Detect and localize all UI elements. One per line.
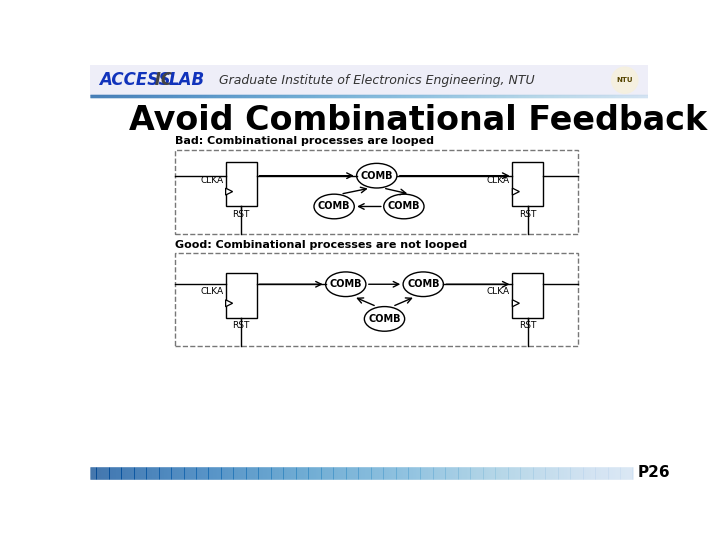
Text: COMB: COMB xyxy=(361,171,393,181)
Ellipse shape xyxy=(356,164,397,188)
Text: RST: RST xyxy=(233,210,250,219)
Text: Bad: Combinational processes are looped: Bad: Combinational processes are looped xyxy=(175,136,434,146)
Text: COMB: COMB xyxy=(387,201,420,212)
Polygon shape xyxy=(225,188,233,195)
Text: Good: Combinational processes are not looped: Good: Combinational processes are not lo… xyxy=(175,240,467,249)
Text: Avoid Combinational Feedback: Avoid Combinational Feedback xyxy=(129,104,707,137)
Text: COMB: COMB xyxy=(368,314,401,324)
Ellipse shape xyxy=(314,194,354,219)
Polygon shape xyxy=(513,300,519,307)
Text: RST: RST xyxy=(519,321,536,330)
Text: RST: RST xyxy=(519,210,536,219)
Text: COMB: COMB xyxy=(330,279,362,289)
Bar xyxy=(90,65,648,96)
Bar xyxy=(175,150,578,234)
Ellipse shape xyxy=(325,272,366,296)
Text: RST: RST xyxy=(233,321,250,330)
Ellipse shape xyxy=(364,307,405,331)
Text: CLKA: CLKA xyxy=(487,287,510,296)
Circle shape xyxy=(611,67,638,93)
Bar xyxy=(225,162,256,206)
Bar xyxy=(513,162,544,206)
Text: COMB: COMB xyxy=(407,279,439,289)
Text: P26: P26 xyxy=(637,465,670,481)
Text: CLKA: CLKA xyxy=(200,176,223,185)
Text: CLKA: CLKA xyxy=(487,176,510,185)
Text: COMB: COMB xyxy=(318,201,351,212)
Polygon shape xyxy=(225,300,233,307)
Text: IC: IC xyxy=(149,71,179,89)
Text: Graduate Institute of Electronics Engineering, NTU: Graduate Institute of Electronics Engine… xyxy=(219,73,534,87)
Bar xyxy=(175,253,578,346)
Text: CLKA: CLKA xyxy=(200,287,223,296)
Bar xyxy=(513,273,544,318)
Text: NTU: NTU xyxy=(616,77,633,83)
Polygon shape xyxy=(513,188,519,195)
Text: LAB: LAB xyxy=(169,71,205,89)
Ellipse shape xyxy=(384,194,424,219)
Ellipse shape xyxy=(403,272,444,296)
Bar xyxy=(225,273,256,318)
Text: ACCESS: ACCESS xyxy=(99,71,171,89)
